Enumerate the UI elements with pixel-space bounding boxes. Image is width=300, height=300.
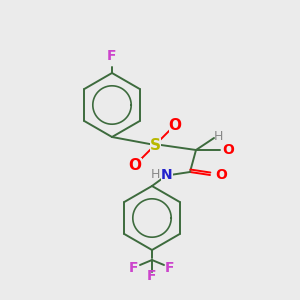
Text: O: O [169,118,182,133]
Text: O: O [215,168,227,182]
Text: H: H [213,130,223,143]
Text: F: F [147,269,157,283]
Text: F: F [165,261,175,275]
Text: S: S [149,137,161,152]
Text: F: F [107,49,117,63]
Text: N: N [161,168,173,182]
Text: O: O [128,158,142,172]
Text: O: O [222,143,234,157]
Text: H: H [151,167,160,181]
Text: F: F [129,261,139,275]
